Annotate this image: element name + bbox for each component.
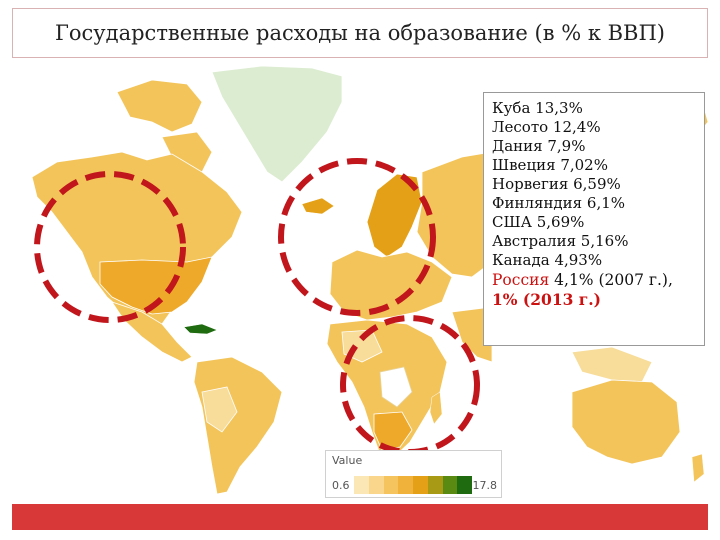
cuba — [183, 323, 218, 335]
legend-min: 0.6 — [332, 479, 350, 492]
legend-title: Value — [332, 454, 363, 467]
russia-value-2013: 1% (2013 г.) — [492, 290, 602, 309]
world-map-svg — [31, 65, 708, 495]
south-africa — [373, 411, 413, 451]
info-line: Куба 13,3% — [492, 99, 583, 117]
legend-swatch — [383, 476, 399, 494]
south-america-light — [201, 386, 238, 433]
greenland — [211, 65, 343, 183]
legend-color-bar — [354, 476, 472, 494]
asia-se — [571, 346, 653, 383]
info-line: Дания 7,9% — [492, 137, 586, 155]
africa-nodata — [379, 366, 413, 408]
info-line: Финляндия 6,1% — [492, 194, 626, 212]
legend-swatch — [427, 476, 443, 494]
map-legend: Value 0.6 17.8 — [325, 450, 502, 498]
south-america — [193, 356, 283, 495]
info-russia: Россия 4,1% (2007 г.), 1% (2013 г.) — [492, 270, 696, 310]
russia — [416, 151, 493, 278]
info-line: Австралия 5,16% — [492, 232, 629, 250]
info-line: США 5,69% — [492, 213, 585, 231]
legend-swatch — [442, 476, 458, 494]
legend-swatch — [368, 476, 384, 494]
info-line: Канада 4,93% — [492, 251, 603, 269]
legend-swatch — [398, 476, 413, 494]
info-line: Лесото 12,4% — [492, 118, 601, 136]
legend-swatch — [457, 476, 472, 494]
info-line: Норвегия 6,59% — [492, 175, 621, 193]
madagascar — [429, 391, 443, 425]
circle-north-america — [34, 171, 186, 323]
arctic-islands — [116, 79, 203, 133]
info-line: Швеция 7,02% — [492, 156, 608, 174]
iceland — [301, 197, 335, 215]
slide-title: Государственные расходы на образование (… — [12, 8, 708, 58]
legend-swatch — [413, 476, 428, 494]
russia-name: Россия — [492, 271, 550, 289]
scandinavia — [366, 173, 423, 258]
slide-title-text: Государственные расходы на образование (… — [55, 21, 665, 45]
bottom-bar — [12, 504, 708, 530]
legend-swatch — [354, 476, 369, 494]
legend-max: 17.8 — [472, 479, 498, 492]
info-box: Куба 13,3% Лесото 12,4% Дания 7,9% Швеци… — [483, 92, 705, 346]
australia — [571, 379, 681, 465]
new-zealand — [691, 453, 705, 483]
russia-value-2007: 4,1% (2007 г.), — [549, 271, 673, 289]
circle-europe — [278, 158, 436, 316]
